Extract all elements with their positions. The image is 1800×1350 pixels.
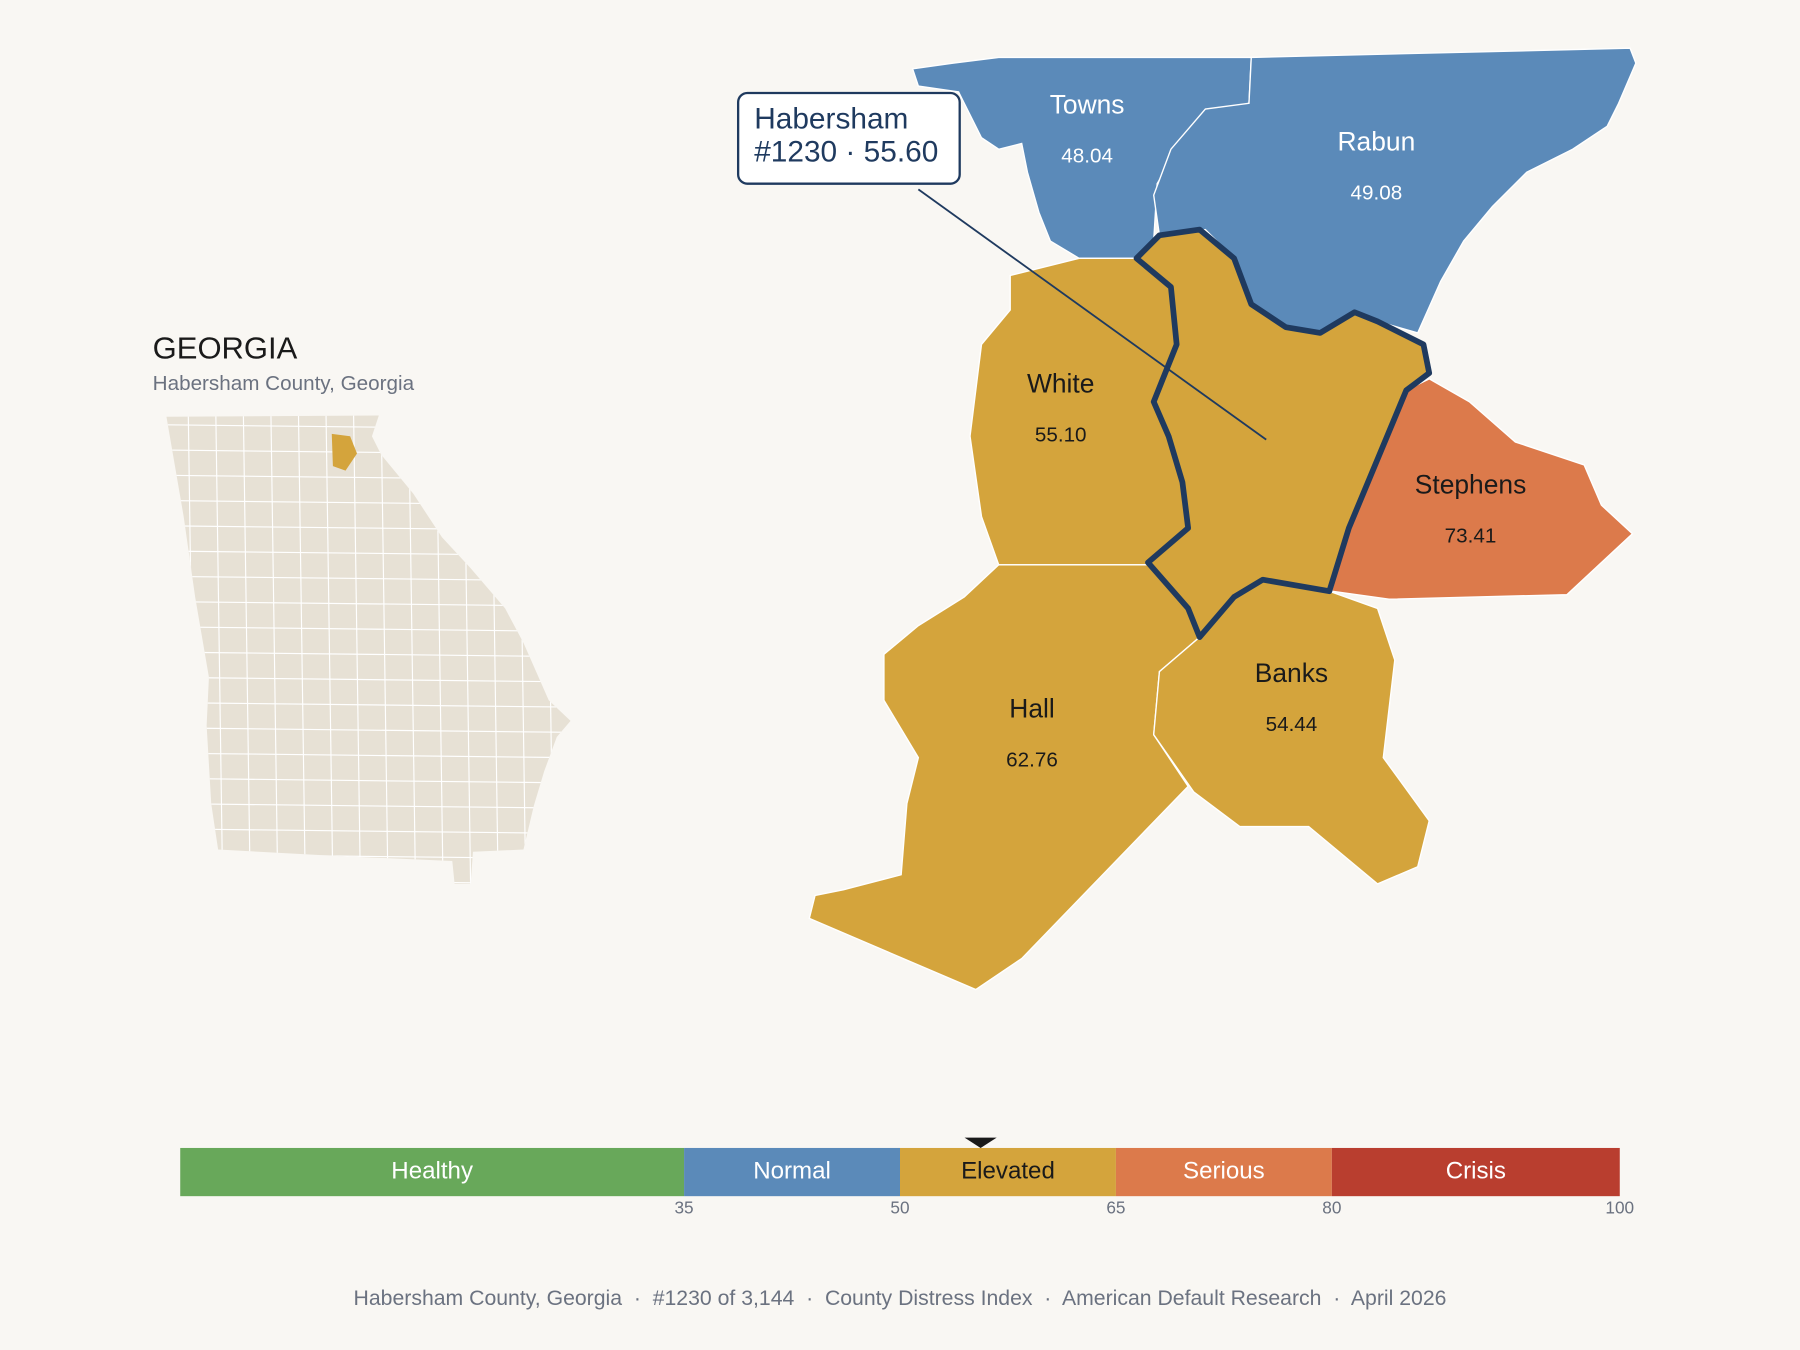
tick-label: 35 [674,1197,693,1217]
band-label: Serious [1183,1157,1265,1184]
band-label: Elevated [961,1157,1055,1184]
county-line [352,415,362,884]
county-line [166,651,571,658]
band-label: Healthy [391,1157,473,1184]
scale-band [180,1147,685,1197]
tick-label: 100 [1605,1197,1634,1217]
band-label: Normal [753,1157,831,1184]
county-line [297,415,306,884]
county-line [166,727,571,733]
scale-band [1115,1147,1332,1197]
county-line [408,415,417,884]
county-value: 49.08 [1351,181,1403,204]
county-line [166,752,571,759]
scale-band [1331,1147,1620,1197]
counties: Towns 48.04 Rabun 49.08 White 55.10 Stephens 73… [808,47,1637,991]
county-value: 62.76 [1006,749,1058,772]
county-line [166,777,571,784]
county-line [166,676,571,683]
scale-band [684,1147,900,1197]
county-value: 48.04 [1061,145,1113,168]
footer: Habersham County, Georgia · #1230 of 3,1… [354,1287,1447,1310]
county-line [166,802,571,809]
scale-band [900,1147,1116,1197]
tick-label: 50 [890,1197,909,1217]
county-line [166,828,571,834]
county-name: Towns [1050,90,1125,120]
callout-detail: #1230 · 55.60 [754,136,938,169]
callout-name: Habersham [754,102,908,135]
county-name: Hall [1009,694,1054,724]
county-line [166,626,571,632]
callout: Habersham #1230 · 55.60 [736,91,1267,441]
county-name: White [1027,369,1094,399]
callout-box [736,91,961,185]
tick-label: 80 [1322,1197,1341,1217]
county-value: 54.44 [1266,713,1318,736]
band-label: Crisis [1446,1157,1506,1184]
tick-label: 65 [1106,1197,1125,1217]
county-line [325,415,334,884]
county-value: 55.10 [1035,424,1087,447]
inset-title: GEORGIA [153,330,298,365]
county-name: Stephens [1415,470,1527,500]
scale-marker [964,1137,997,1148]
county-line [215,415,224,884]
distress-scale: Healthy Normal Elevated Serious Crisis 35 50 65… [180,1137,1634,1217]
county-line [270,415,279,884]
county-line [380,415,389,884]
county-value: 73.41 [1445,525,1497,548]
county-name: Rabun [1338,126,1416,156]
inset-subtitle: Habersham County, Georgia [153,372,415,395]
inset-highlight [331,433,358,471]
county-line [242,415,251,884]
county-name: Banks [1255,658,1328,688]
selected-county [1133,226,1433,640]
county-line [166,701,571,708]
leader-line [917,188,1267,441]
